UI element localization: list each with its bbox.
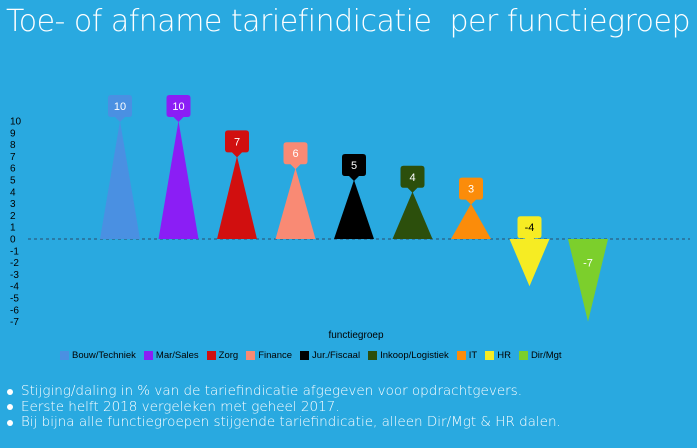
bar-jur-fiscaal (334, 180, 374, 239)
data-label-box (283, 142, 308, 170)
bullet-icon (7, 404, 13, 411)
legend-swatch (300, 351, 310, 360)
y-tick-label: 5 (10, 176, 16, 187)
y-tick-label: -1 (10, 246, 19, 257)
bar-bouw-techniek (100, 121, 140, 239)
legend-label: IT (468, 350, 478, 361)
legend-item: IT (456, 350, 478, 361)
data-label: 7 (234, 136, 240, 148)
legend-item: Bouw/Techniek (60, 350, 136, 361)
note-text: Stijging/daling in % van de tariefindica… (21, 383, 522, 399)
note-text: Bij bijna alle functiegroepen stijgende … (21, 414, 561, 430)
legend-label: HR (497, 350, 511, 361)
legend-label: Bouw/Techniek (72, 350, 136, 361)
y-tick-label: 10 (10, 117, 22, 128)
y-tick-label: -7 (10, 317, 19, 328)
y-tick-label: 4 (10, 187, 16, 198)
data-label-box (342, 154, 366, 181)
y-tick-label: 9 (10, 128, 16, 139)
y-tick-label: 2 (10, 211, 16, 222)
legend-label: Zorg (218, 350, 239, 361)
data-label: 10 (172, 101, 184, 113)
legend-item: Jur./Fiscaal (300, 350, 360, 361)
y-tick-label: -4 (10, 282, 19, 293)
data-label: 3 (468, 184, 474, 196)
legend-label: Jur./Fiscaal (312, 350, 361, 361)
legend-label: Finance (258, 350, 293, 361)
y-tick-label: -2 (10, 258, 19, 269)
data-label-box (400, 165, 425, 193)
x-axis-label: functiegroep (328, 330, 383, 341)
bullet-icon (7, 419, 13, 426)
legend-swatch (206, 351, 216, 360)
legend-label: Dir/Mgt (530, 350, 562, 361)
data-label: -4 (525, 222, 535, 234)
y-tick-label: -5 (10, 294, 19, 305)
legend-swatch (143, 351, 153, 360)
legend-swatch (456, 351, 466, 360)
y-tick-label: 7 (10, 152, 16, 163)
y-tick-label: 6 (10, 164, 16, 175)
y-tick-label: -6 (10, 305, 19, 316)
page-title: Toe- of afname tariefindicatie per funct… (6, 4, 691, 39)
legend-item: Mar/Sales (143, 350, 199, 361)
legend-item: Finance (246, 350, 292, 361)
data-label: -7 (583, 258, 593, 270)
data-label-box (166, 95, 191, 122)
y-tick-label: -3 (10, 270, 19, 281)
bar-finance (275, 168, 316, 239)
data-label-box (517, 216, 542, 244)
bar-zorg (217, 156, 257, 239)
y-tick-label: 0 (10, 235, 16, 246)
bar-mar-sales (158, 121, 199, 239)
legend-label: Mar/Sales (155, 350, 199, 361)
bar-hr (509, 239, 550, 287)
note-item: Bij bijna alle functiegroepen stijgende … (4, 414, 561, 431)
legend-label: Inkoop/Logistiek (380, 350, 449, 361)
y-tick-label: 1 (10, 223, 16, 234)
chart-marks: 10 10 7 6 5 4 3 -4 -7 (100, 95, 608, 322)
data-label-box (225, 130, 249, 158)
legend-swatch (518, 351, 528, 360)
legend-swatch (246, 351, 256, 360)
legend-swatch (60, 351, 69, 360)
bar-it (451, 203, 491, 239)
data-label: 10 (114, 101, 126, 113)
legend-item: Inkoop/Logistiek (368, 350, 449, 361)
note-item: Stijging/daling in % van de tariefindica… (4, 383, 561, 400)
note-text: Eerste helft 2018 vergeleken met geheel … (21, 398, 340, 415)
note-item: Eerste helft 2018 vergeleken met geheel … (4, 398, 561, 416)
bullet-icon (7, 388, 13, 395)
data-label-box (459, 177, 483, 205)
notes-list: Stijging/daling in % van de tariefindica… (4, 383, 561, 431)
bar-inkoop-logistiek (392, 191, 433, 239)
legend-swatch (485, 351, 495, 360)
data-label: 4 (409, 172, 415, 184)
legend-item: Zorg (206, 350, 239, 361)
y-tick-label: 3 (10, 199, 16, 210)
data-label-box (108, 95, 132, 122)
legend-swatch (368, 351, 378, 360)
bar-dir-mgt (568, 239, 608, 322)
chart-legend: Bouw/Techniek Mar/Sales Zorg Finance Jur./Fi… (60, 350, 562, 361)
legend-item: Dir/Mgt (518, 350, 562, 361)
data-label: 5 (351, 160, 357, 172)
legend-item: HR (485, 350, 511, 361)
y-tick-label: 8 (10, 140, 16, 151)
data-label-box (576, 251, 600, 279)
data-label: 6 (292, 148, 298, 160)
